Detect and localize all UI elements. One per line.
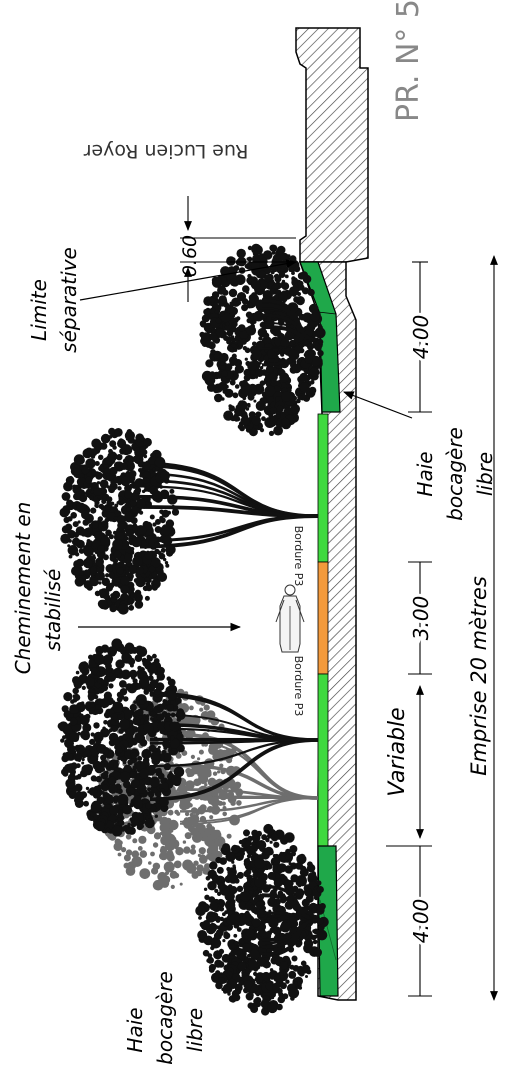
grass-strip-upper [317,413,329,563]
trees-layer [57,243,329,1016]
pedestrian-icon [275,584,305,653]
label-bordure-2: Bordure P3 [292,656,305,717]
road-section [295,27,369,263]
street-name: Rue Lucien Royer [84,140,249,162]
label-haie-left-2: bocagère [153,971,177,1064]
dimension-lines [180,196,498,1001]
annotations: PR. N° 5 Rue Lucien Royer 0.60 Limite sé… [11,0,497,1065]
stabilise-path [317,561,329,675]
label-haie-right-3: libre [473,452,497,496]
label-limite-1: Limite [27,279,51,341]
label-limite-2: séparative [57,247,81,353]
tree-1-crown [59,427,180,615]
hedge-right-stems [261,298,319,367]
grass-strip-lower [317,673,329,847]
label-cheminement-2: stabilisé [41,569,65,652]
tree-2-crown [57,638,186,837]
dim-path: 3.00 [409,596,433,641]
label-haie-left-1: Haie [123,1007,147,1052]
dim-emprise: Emprise 20 mètres [467,576,491,776]
plan-title: PR. N° 5 [391,0,426,122]
dim-hedge-right: 4.00 [409,315,433,360]
tree-2-trunk [149,691,319,802]
label-haie-right-1: Haie [413,451,437,496]
hedge-left-stems [261,884,319,958]
label-haie-left-3: libre [183,1008,207,1052]
dim-hedge-left: 4.00 [409,899,433,944]
label-haie-right-2: bocagère [443,427,467,521]
label-bordure-1: Bordure P3 [292,526,305,587]
hedge-left-crown [195,823,329,1016]
dim-variable: Variable [385,707,410,796]
dim-offset: 0.60 [179,235,201,277]
label-cheminement-1: Cheminement en [11,502,35,675]
